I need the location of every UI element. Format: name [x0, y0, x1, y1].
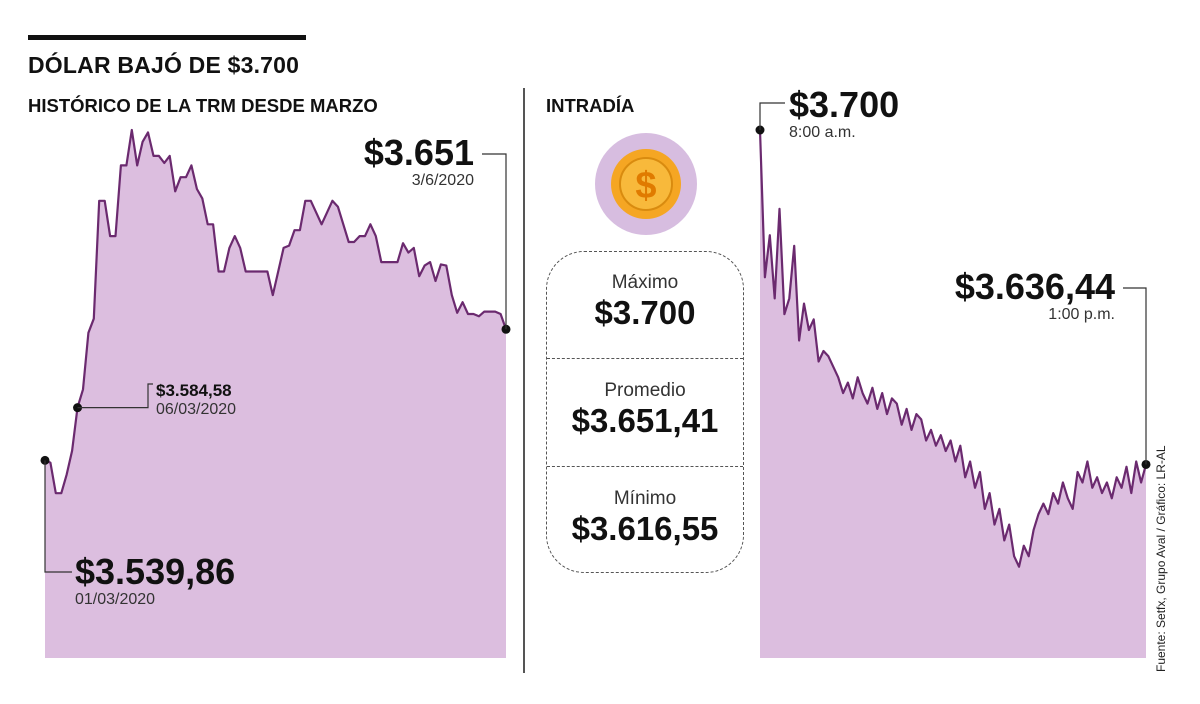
intraday-subtitle: INTRADÍA	[546, 95, 635, 116]
source-credit: Fuente: Setfx, Grupo Aval / Gráfico: LR-…	[1154, 445, 1168, 672]
annotation-leaders	[40, 102, 1151, 573]
hist-end-leader	[482, 153, 507, 330]
stat-max-value: $3.700	[594, 294, 696, 331]
hist-end-value: $3.651	[363, 132, 474, 173]
top-rule	[28, 35, 306, 40]
hist-start-value: $3.539,86	[75, 551, 236, 592]
hist-mid-value: $3.584,58	[156, 381, 232, 400]
hist-start-annotation: $3.539,86 01/03/2020	[75, 553, 235, 609]
coin-icon: $	[595, 133, 697, 235]
coin-symbol: $	[635, 165, 656, 207]
hist-mid-date: 06/03/2020	[156, 401, 237, 418]
stat-min-label: Mínimo	[613, 488, 677, 509]
stat-avg-value: $3.651,41	[571, 402, 719, 439]
series-line	[44, 128, 508, 495]
intra-open-leader	[759, 102, 785, 130]
stat-max-label: Máximo	[611, 272, 679, 293]
stat-avg: Promedio $3.651,41	[547, 380, 743, 440]
hist-mid-leader	[77, 383, 153, 409]
intra-close-value: $3.636,44	[954, 266, 1115, 307]
hist-start-leader	[44, 460, 72, 573]
intra-open-value: $3.700	[789, 84, 900, 125]
area-fill	[760, 130, 1146, 658]
stat-max: Máximo $3.700	[547, 272, 743, 332]
hist-mid-annotation: $3.584,58 06/03/2020	[156, 381, 236, 419]
intra-open-annotation: $3.700 8:00 a.m.	[789, 86, 899, 142]
intra-close-leader	[1123, 287, 1147, 465]
panel-divider	[523, 88, 525, 673]
stats-panel: Máximo $3.700 Promedio $3.651,41 Mínimo …	[546, 251, 744, 573]
hist-end-annotation: $3.651 3/6/2020	[354, 134, 474, 190]
intra-close-time: 1:00 p.m.	[1048, 306, 1115, 323]
intraday-chart	[758, 129, 1148, 658]
stat-avg-label: Promedio	[604, 380, 686, 401]
historical-subtitle: HISTÓRICO DE LA TRM DESDE MARZO	[28, 95, 378, 116]
hist-start-date: 01/03/2020	[75, 591, 156, 608]
area-fill	[45, 130, 506, 658]
historical-chart	[44, 128, 508, 658]
intra-close-annotation: $3.636,44 1:00 p.m.	[930, 268, 1115, 324]
dollar-coin-icon: $	[611, 149, 681, 219]
intra-open-time: 8:00 a.m.	[789, 124, 856, 141]
stat-min: Mínimo $3.616,55	[547, 488, 743, 548]
stat-min-value: $3.616,55	[571, 510, 719, 547]
stat-separator	[547, 466, 743, 467]
stat-separator	[547, 358, 743, 359]
series-line	[758, 129, 1148, 568]
hist-end-date: 3/6/2020	[411, 172, 474, 189]
page-title: DÓLAR BAJÓ DE $3.700	[28, 52, 300, 78]
